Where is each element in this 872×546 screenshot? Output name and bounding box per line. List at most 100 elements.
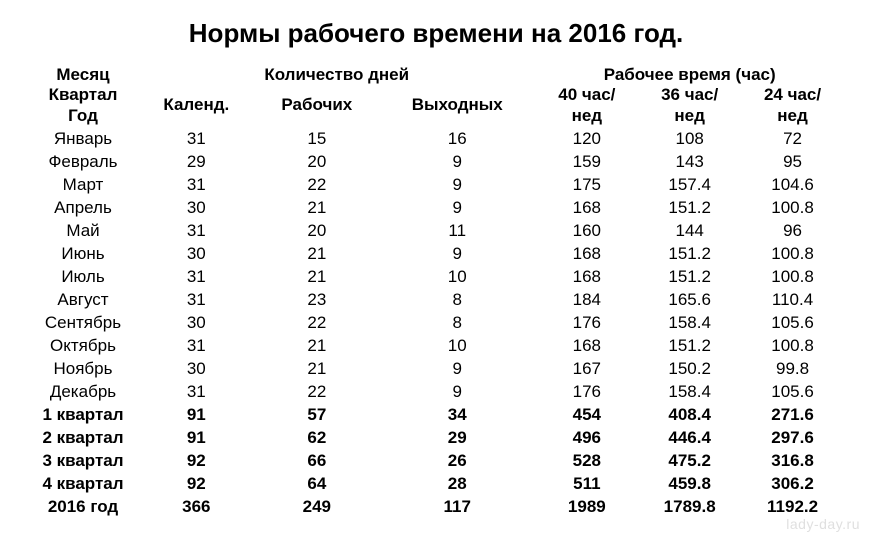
cell-40h: 167 bbox=[535, 358, 638, 381]
cell-offdays: 8 bbox=[379, 289, 535, 312]
table-row: Март31229175157.4104.6 bbox=[28, 174, 844, 197]
cell-36h: 157.4 bbox=[638, 174, 741, 197]
cell-offdays: 9 bbox=[379, 174, 535, 197]
cell-workdays: 22 bbox=[255, 381, 379, 404]
cell-workdays: 22 bbox=[255, 312, 379, 335]
table-row: 2 квартал916229496446.4297.6 bbox=[28, 427, 844, 450]
cell-offdays: 10 bbox=[379, 266, 535, 289]
col-header-24h-top: 24 час/ bbox=[741, 85, 844, 107]
cell-workdays: 21 bbox=[255, 243, 379, 266]
cell-24h: 271.6 bbox=[741, 404, 844, 427]
cell-period: Сентябрь bbox=[28, 312, 138, 335]
col-group-days: Количество дней bbox=[138, 63, 535, 85]
cell-offdays: 117 bbox=[379, 496, 535, 519]
table-row: 3 квартал926626528475.2316.8 bbox=[28, 450, 844, 473]
cell-calendar: 31 bbox=[138, 381, 255, 404]
cell-36h: 158.4 bbox=[638, 312, 741, 335]
col-header-40h-bot: нед bbox=[535, 106, 638, 128]
cell-36h: 144 bbox=[638, 220, 741, 243]
cell-36h: 143 bbox=[638, 151, 741, 174]
cell-24h: 297.6 bbox=[741, 427, 844, 450]
cell-period: Январь bbox=[28, 128, 138, 151]
page-title: Нормы рабочего времени на 2016 год. bbox=[28, 18, 844, 49]
cell-period: 2 квартал bbox=[28, 427, 138, 450]
cell-40h: 120 bbox=[535, 128, 638, 151]
cell-calendar: 30 bbox=[138, 358, 255, 381]
table-row: Июль312110168151.2100.8 bbox=[28, 266, 844, 289]
cell-40h: 511 bbox=[535, 473, 638, 496]
cell-offdays: 28 bbox=[379, 473, 535, 496]
cell-calendar: 31 bbox=[138, 220, 255, 243]
cell-offdays: 26 bbox=[379, 450, 535, 473]
table-row: Август31238184165.6110.4 bbox=[28, 289, 844, 312]
table-row: Апрель30219168151.2100.8 bbox=[28, 197, 844, 220]
cell-offdays: 9 bbox=[379, 243, 535, 266]
cell-36h: 151.2 bbox=[638, 243, 741, 266]
cell-workdays: 62 bbox=[255, 427, 379, 450]
cell-period: Апрель bbox=[28, 197, 138, 220]
cell-36h: 408.4 bbox=[638, 404, 741, 427]
col-header-calendar: Календ. bbox=[138, 85, 255, 128]
cell-period: 1 квартал bbox=[28, 404, 138, 427]
cell-24h: 72 bbox=[741, 128, 844, 151]
cell-36h: 151.2 bbox=[638, 197, 741, 220]
table-body: Январь31151612010872Февраль2920915914395… bbox=[28, 128, 844, 519]
cell-workdays: 21 bbox=[255, 197, 379, 220]
cell-40h: 168 bbox=[535, 197, 638, 220]
cell-36h: 158.4 bbox=[638, 381, 741, 404]
cell-40h: 168 bbox=[535, 335, 638, 358]
cell-36h: 459.8 bbox=[638, 473, 741, 496]
cell-24h: 306.2 bbox=[741, 473, 844, 496]
cell-workdays: 66 bbox=[255, 450, 379, 473]
cell-calendar: 31 bbox=[138, 289, 255, 312]
cell-period: 4 квартал bbox=[28, 473, 138, 496]
cell-40h: 168 bbox=[535, 266, 638, 289]
cell-24h: 100.8 bbox=[741, 197, 844, 220]
table-row: 4 квартал926428511459.8306.2 bbox=[28, 473, 844, 496]
cell-calendar: 30 bbox=[138, 243, 255, 266]
cell-period: Май bbox=[28, 220, 138, 243]
cell-offdays: 10 bbox=[379, 335, 535, 358]
col-header-40h-top: 40 час/ bbox=[535, 85, 638, 107]
cell-36h: 446.4 bbox=[638, 427, 741, 450]
cell-period: Ноябрь bbox=[28, 358, 138, 381]
cell-40h: 184 bbox=[535, 289, 638, 312]
table-row: Июнь30219168151.2100.8 bbox=[28, 243, 844, 266]
table-row: Ноябрь30219167150.299.8 bbox=[28, 358, 844, 381]
cell-offdays: 16 bbox=[379, 128, 535, 151]
cell-calendar: 91 bbox=[138, 404, 255, 427]
col-header-24h-bot: нед bbox=[741, 106, 844, 128]
cell-24h: 100.8 bbox=[741, 243, 844, 266]
cell-calendar: 92 bbox=[138, 473, 255, 496]
col-header-period-line3: Год bbox=[28, 106, 138, 128]
watermark: lady-day.ru bbox=[786, 516, 860, 532]
cell-24h: 110.4 bbox=[741, 289, 844, 312]
table-row: Февраль2920915914395 bbox=[28, 151, 844, 174]
cell-workdays: 15 bbox=[255, 128, 379, 151]
cell-24h: 100.8 bbox=[741, 335, 844, 358]
col-header-workdays: Рабочих bbox=[255, 85, 379, 128]
cell-calendar: 29 bbox=[138, 151, 255, 174]
cell-36h: 151.2 bbox=[638, 335, 741, 358]
table-row: Январь31151612010872 bbox=[28, 128, 844, 151]
cell-calendar: 31 bbox=[138, 174, 255, 197]
cell-36h: 108 bbox=[638, 128, 741, 151]
cell-36h: 150.2 bbox=[638, 358, 741, 381]
cell-calendar: 30 bbox=[138, 312, 255, 335]
cell-24h: 104.6 bbox=[741, 174, 844, 197]
cell-period: Февраль bbox=[28, 151, 138, 174]
cell-40h: 160 bbox=[535, 220, 638, 243]
cell-calendar: 91 bbox=[138, 427, 255, 450]
cell-40h: 168 bbox=[535, 243, 638, 266]
cell-offdays: 34 bbox=[379, 404, 535, 427]
cell-calendar: 31 bbox=[138, 266, 255, 289]
cell-period: Август bbox=[28, 289, 138, 312]
cell-period: 2016 год bbox=[28, 496, 138, 519]
cell-workdays: 21 bbox=[255, 335, 379, 358]
cell-period: 3 квартал bbox=[28, 450, 138, 473]
cell-36h: 151.2 bbox=[638, 266, 741, 289]
cell-24h: 105.6 bbox=[741, 381, 844, 404]
table-row: Декабрь31229176158.4105.6 bbox=[28, 381, 844, 404]
cell-offdays: 9 bbox=[379, 151, 535, 174]
table-row: Май31201116014496 bbox=[28, 220, 844, 243]
